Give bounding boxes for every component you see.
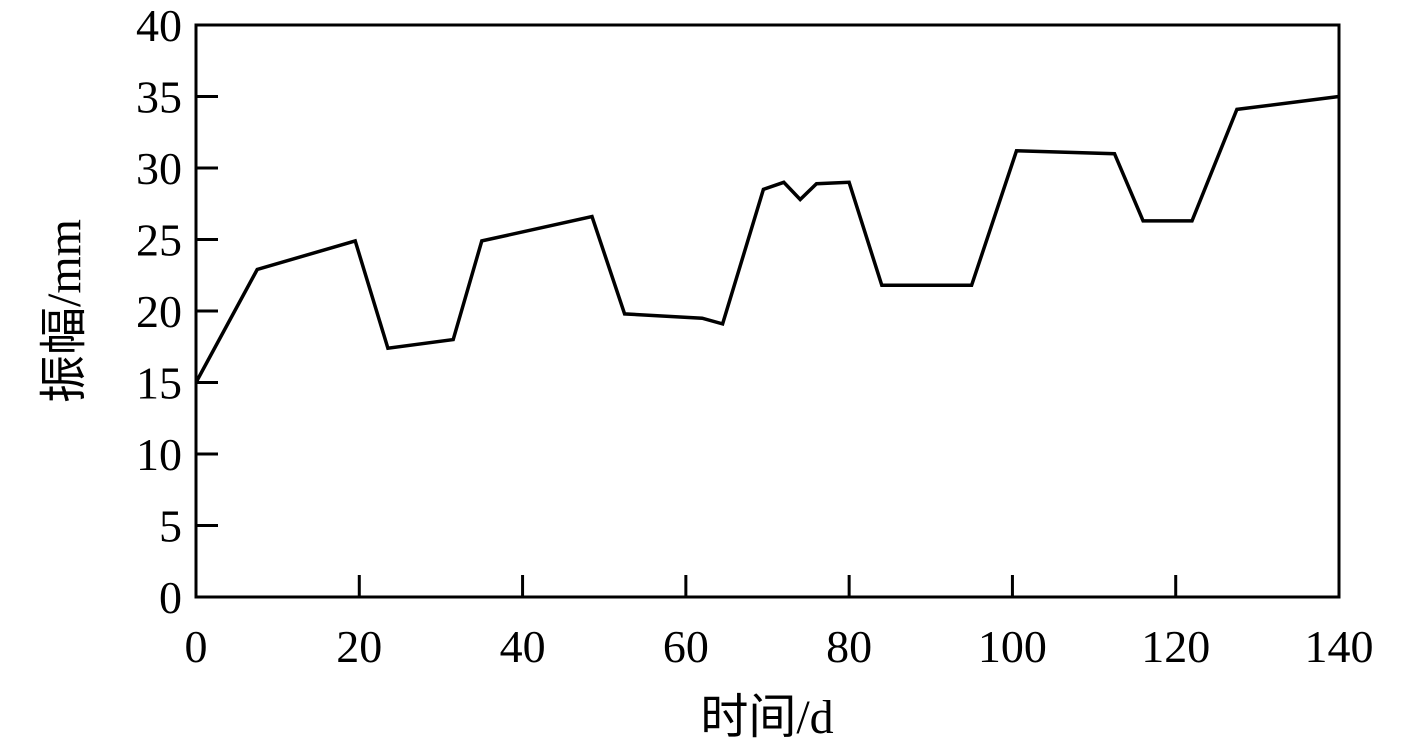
y-tick-label: 35 [136, 72, 182, 123]
x-tick-label: 80 [826, 621, 872, 672]
y-tick-label: 5 [159, 501, 182, 552]
x-axis-label: 时间/d [700, 691, 833, 744]
y-tick-label: 25 [136, 215, 182, 266]
x-tick-label: 120 [1141, 621, 1210, 672]
data-series-line [194, 94, 1340, 384]
y-axis-label: 振幅/mm [38, 219, 91, 403]
y-tick-label: 20 [136, 286, 182, 337]
x-tick-label: 60 [663, 621, 709, 672]
x-tick-label: 100 [978, 621, 1047, 672]
y-tick-label: 40 [136, 0, 182, 51]
y-tick-label: 30 [136, 143, 182, 194]
y-axis-ticks: 0 5 10 15 20 25 30 35 40 [136, 0, 218, 623]
plot-frame [194, 23, 1341, 599]
y-tick-label: 0 [159, 572, 182, 623]
y-tick-label: 15 [136, 358, 182, 409]
x-tick-label: 0 [185, 621, 208, 672]
x-tick-label: 20 [336, 621, 382, 672]
x-tick-label: 40 [500, 621, 546, 672]
x-tick-label: 140 [1305, 621, 1374, 672]
x-axis-ticks: 0 20 40 60 80 100 120 140 [185, 575, 1374, 672]
y-tick-label: 10 [136, 429, 182, 480]
